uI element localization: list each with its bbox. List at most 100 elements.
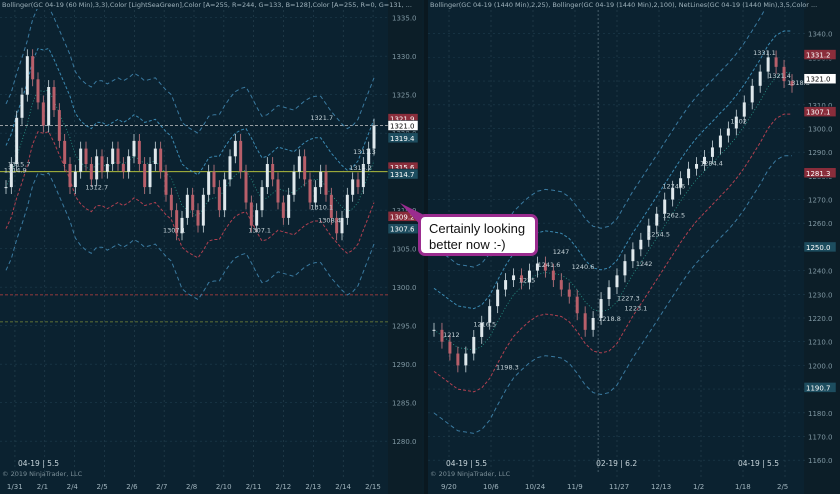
outer-lower-band [433,155,792,434]
candle-body [440,329,444,342]
price-annotation: 1312.7 [85,183,108,191]
x-tick-label: 2/8 [186,483,197,491]
plot-background [0,0,388,494]
x-tick-label: 2/7 [156,483,167,491]
y-tick-label: 1260.0 [808,220,833,228]
price-marker [387,168,419,180]
candle-body [20,94,24,118]
price-marker-label: 1321.0 [390,123,415,131]
callout-line-1: Certainly looking [429,221,526,236]
price-annotation: 1247 [553,248,570,256]
y-tick-label: 1300.0 [392,284,417,292]
upper-band [433,30,792,310]
candle-body [432,329,436,331]
price-annotation: 1284.4 [700,159,723,167]
candle-body [47,87,51,126]
candle-body [212,171,216,188]
candle-body [185,194,189,218]
candle-body [100,156,104,172]
price-marker-label: 1250.0 [806,244,831,252]
candle-body [340,217,344,234]
candle-body [583,313,587,330]
x-tick-label: 1/2 [693,483,704,491]
candle-body [169,194,173,211]
candle-body [543,263,547,271]
x-tick-label: 2/4 [67,483,79,491]
y-tick-label: 1330.0 [392,53,417,61]
y-tick-label: 1230.0 [808,291,833,299]
candle-body [734,116,738,129]
candle-body [710,147,714,157]
y-tick-label: 1325.0 [392,92,417,100]
y-tick-label: 1305.0 [392,246,417,254]
candle-body [84,148,88,164]
candle-body [4,187,8,189]
candle-body [464,353,468,366]
y-tick-label: 1290.0 [392,361,417,369]
candle-body [361,164,365,188]
price-annotation: 1315.2 [349,164,372,172]
candle-body [297,156,301,172]
candle-body [631,249,635,262]
y-tick-label: 1280.0 [392,438,417,446]
price-marker-label: 1331.2 [806,52,831,60]
x-tick-label: 2/5 [777,483,788,491]
candle-body [623,261,627,276]
candle-body [750,85,754,103]
y-tick-label: 1270.0 [808,197,833,205]
x-tick-label: 2/14 [335,483,351,491]
candle-body [175,210,179,234]
x-tick-label: 2/11 [246,483,262,491]
price-marker-label: 1307.1 [806,109,831,117]
candle-body [111,148,115,164]
candle-body [292,171,296,195]
candle-body [639,239,643,250]
price-annotation: 1242 [636,260,653,268]
candle-body [647,225,651,240]
candle-body [615,275,619,288]
instrument-label-2: 04-19 | 5.5 [738,459,779,468]
upper-band [5,47,375,176]
candle-body [244,171,248,203]
candle-body [95,156,99,180]
candle-body [191,194,195,211]
price-marker-label: 1321.9 [390,116,415,124]
price-annotation: 1235 [519,276,536,284]
lower-band [433,113,792,393]
candle-body [671,187,675,200]
candle-body [68,164,72,188]
price-marker [803,73,837,84]
candle-body [527,270,531,283]
x-tick-label: 2/6 [126,483,138,491]
price-marker-label: 1190.7 [806,384,831,392]
candle-body [164,171,168,195]
y-tick-label: 1285.0 [392,400,417,408]
outer-lower-band [5,172,375,301]
y-tick-label: 1240.0 [808,268,833,276]
candle-body [79,148,83,172]
copyright-text: © 2019 NinjaTrader, LLC [2,470,83,478]
chart-panel-2: 1160.01170.01180.01190.01200.01210.01220… [428,0,840,494]
candle-body [742,102,746,117]
instrument-label: 04-19 | 5.5 [446,459,487,468]
price-annotation: 1254.5 [647,230,670,238]
price-annotation: 1274.6 [662,183,685,191]
price-marker [803,106,837,117]
candle-body [15,117,19,164]
price-marker-label: 1309.2 [390,213,415,221]
candle-body [367,148,371,164]
candle-body [31,56,35,80]
price-marker-label: 1281.3 [806,170,831,178]
price-annotation: 1241.6 [538,261,561,269]
candle-body [345,194,349,218]
candle-body [488,306,492,323]
candle-body [679,178,683,188]
candle-body [52,87,56,111]
indicator-header-bg [0,0,388,9]
price-annotation: 1212 [443,331,460,339]
candle-body [271,164,275,180]
price-marker [803,382,837,393]
price-marker [803,241,837,253]
candle-body [287,194,291,218]
